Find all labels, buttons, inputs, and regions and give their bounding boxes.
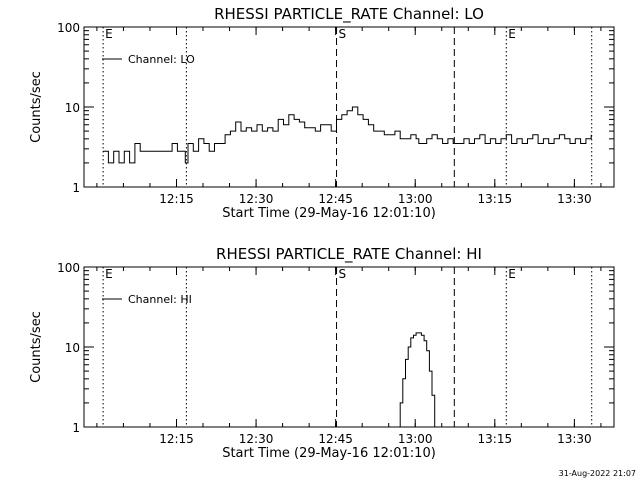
y-tick-label: 10: [65, 341, 80, 355]
event-marker-label: S: [339, 27, 347, 41]
y-axis-label: Counts/sec: [29, 311, 44, 383]
chart-title: RHESSI PARTICLE_RATE Channel: HI: [216, 245, 482, 264]
event-marker-label: E: [508, 267, 516, 281]
y-tick-label: 100: [57, 261, 80, 275]
panel-hi: RHESSI PARTICLE_RATE Channel: HI 1 10 100 12…: [29, 245, 615, 461]
event-marker-label: E: [105, 267, 113, 281]
y-tick-label: 100: [57, 21, 80, 35]
x-tick-label: 12:45: [318, 432, 353, 446]
x-tick-label: 13:15: [478, 432, 513, 446]
chart-title: RHESSI PARTICLE_RATE Channel: LO: [214, 5, 484, 24]
x-axis-label: Start Time (29-May-16 12:01:10): [222, 446, 436, 461]
x-tick-label: 12:45: [318, 192, 353, 206]
footer-timestamp: 31-Aug-2022 21:07: [559, 469, 636, 478]
x-tick-label: 12:15: [159, 432, 194, 446]
x-tick-label: 12:30: [239, 432, 274, 446]
x-tick-label: 12:30: [239, 192, 274, 206]
y-axis-label: Counts/sec: [29, 71, 44, 143]
event-marker-label: E: [508, 27, 516, 41]
event-marker-label: E: [105, 27, 113, 41]
series-line: [397, 332, 436, 427]
y-tick-label: 1: [72, 421, 80, 435]
event-marker-label: S: [339, 267, 347, 281]
x-axis-label: Start Time (29-May-16 12:01:10): [222, 206, 436, 221]
x-tick-label: 13:15: [478, 192, 513, 206]
legend-entry: Channel: LO: [128, 53, 195, 66]
x-tick-label: 12:15: [159, 192, 194, 206]
x-tick-label: 13:00: [398, 192, 433, 206]
panel-lo: RHESSI PARTICLE_RATE Channel: LO 1 10 100 12…: [29, 5, 615, 221]
y-tick-label: 1: [72, 181, 80, 195]
x-tick-label: 13:00: [398, 432, 433, 446]
x-tick-label: 13:30: [557, 432, 592, 446]
x-tick-label: 13:30: [557, 192, 592, 206]
series-line: [103, 106, 592, 164]
legend-entry: Channel: HI: [128, 293, 192, 306]
y-tick-label: 10: [65, 101, 80, 115]
